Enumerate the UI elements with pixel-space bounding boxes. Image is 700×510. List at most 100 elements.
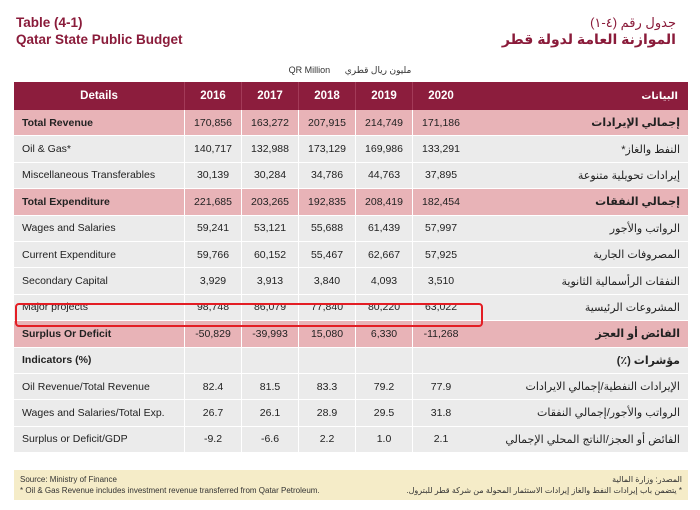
cell-value: 79.2 bbox=[355, 373, 412, 401]
cell-value: 81.5 bbox=[241, 373, 298, 401]
cell-value: 182,454 bbox=[412, 189, 469, 216]
cell-value: 57,997 bbox=[412, 215, 469, 242]
header-details: Details bbox=[14, 82, 184, 110]
cell-value: 4,093 bbox=[355, 268, 412, 295]
note-arabic: * يتضمن باب إيرادات النفط والغاز إيرادات… bbox=[406, 486, 682, 495]
cell-value: 29.5 bbox=[355, 400, 412, 427]
source-english: Source: Ministry of Finance bbox=[20, 475, 117, 484]
footnote-arabic: المصدر: وزارة المالية * يتضمن باب إيرادا… bbox=[406, 474, 682, 496]
header-year-2019: 2019 bbox=[355, 82, 412, 110]
table-header-row: Details 2016 2017 2018 2019 2020 البيانا… bbox=[14, 82, 688, 110]
cell-value: 133,291 bbox=[412, 136, 469, 163]
row-label-arabic: الفائض أو العجز/الناتج المحلي الإجمالي bbox=[469, 426, 688, 454]
row-label-arabic: الرواتب والأجور/إجمالي النفقات bbox=[469, 400, 688, 427]
row-label: Oil Revenue/Total Revenue bbox=[14, 373, 184, 401]
cell-value: 214,749 bbox=[355, 110, 412, 137]
cell-value: 171,186 bbox=[412, 110, 469, 137]
cell-value: 80,220 bbox=[355, 294, 412, 322]
cell-value: 173,129 bbox=[298, 136, 355, 163]
row-label: Total Expenditure bbox=[14, 189, 184, 216]
cell-value: 59,766 bbox=[184, 241, 241, 269]
cell-value: 170,856 bbox=[184, 110, 241, 137]
cell-value: 44,763 bbox=[355, 162, 412, 190]
cell-value: 53,121 bbox=[241, 215, 298, 242]
cell-value: 98,748 bbox=[184, 294, 241, 322]
row-label: Current Expenditure bbox=[14, 241, 184, 269]
table-title-english: Table (4-1) Qatar State Public Budget bbox=[16, 14, 183, 48]
cell-value: 82.4 bbox=[184, 373, 241, 401]
row-label: Wages and Salaries bbox=[14, 215, 184, 242]
cell-value: 163,272 bbox=[241, 110, 298, 137]
row-label-arabic: النفط والغاز* bbox=[469, 136, 688, 163]
table-row: Oil & Gas* 140,717 132,988 173,129 169,9… bbox=[14, 136, 688, 163]
row-label: Major projects bbox=[14, 294, 184, 322]
row-label: Wages and Salaries/Total Exp. bbox=[14, 400, 184, 427]
table-row: Current Expenditure 59,766 60,152 55,467… bbox=[14, 241, 688, 269]
table-section-row: Indicators (%) مؤشرات (٪) bbox=[14, 347, 688, 374]
row-label-arabic: مؤشرات (٪) bbox=[469, 347, 688, 374]
row-label-arabic: إيرادات تحويلية متنوعة bbox=[469, 162, 688, 190]
cell-value: 59,241 bbox=[184, 215, 241, 242]
row-label: Secondary Capital bbox=[14, 268, 184, 295]
cell-value: 28.9 bbox=[298, 400, 355, 427]
cell-value bbox=[184, 347, 241, 374]
cell-value: 2.1 bbox=[412, 426, 469, 454]
cell-value: 221,685 bbox=[184, 189, 241, 216]
cell-value: 30,284 bbox=[241, 162, 298, 190]
table-row: Secondary Capital 3,929 3,913 3,840 4,09… bbox=[14, 268, 688, 295]
header-year-2020: 2020 bbox=[412, 82, 469, 110]
cell-value bbox=[298, 347, 355, 374]
row-label-arabic: الفائض أو العجز bbox=[469, 321, 688, 348]
cell-value: 203,265 bbox=[241, 189, 298, 216]
budget-table: Details 2016 2017 2018 2019 2020 البيانا… bbox=[14, 82, 688, 454]
table-title-arabic-text: الموازنة العامة لدولة قطر bbox=[501, 31, 676, 47]
table-row-major-projects: Major projects 98,748 86,079 77,840 80,2… bbox=[14, 294, 688, 322]
table-row: Surplus or Deficit/GDP -9.2 -6.6 2.2 1.0… bbox=[14, 426, 688, 454]
row-label-arabic: المصروفات الجارية bbox=[469, 241, 688, 269]
unit-english: QR Million bbox=[288, 65, 331, 75]
footnote-english: Source: Ministry of Finance * Oil & Gas … bbox=[20, 474, 320, 496]
row-label: Miscellaneous Transferables bbox=[14, 162, 184, 190]
cell-value: 3,929 bbox=[184, 268, 241, 295]
cell-value: 2.2 bbox=[298, 426, 355, 454]
cell-value: 37,895 bbox=[412, 162, 469, 190]
cell-value: 169,986 bbox=[355, 136, 412, 163]
cell-value: 77.9 bbox=[412, 373, 469, 401]
table-number: Table (4-1) bbox=[16, 15, 83, 30]
table-row: Wages and Salaries/Total Exp. 26.7 26.1 … bbox=[14, 400, 688, 427]
table-row: Total Revenue 170,856 163,272 207,915 21… bbox=[14, 110, 688, 137]
cell-value: 61,439 bbox=[355, 215, 412, 242]
cell-value: 3,510 bbox=[412, 268, 469, 295]
cell-value: 208,419 bbox=[355, 189, 412, 216]
table-row: Oil Revenue/Total Revenue 82.4 81.5 83.3… bbox=[14, 373, 688, 401]
source-arabic: المصدر: وزارة المالية bbox=[612, 475, 682, 484]
row-label: Indicators (%) bbox=[14, 347, 184, 374]
row-label: Oil & Gas* bbox=[14, 136, 184, 163]
table-row: Miscellaneous Transferables 30,139 30,28… bbox=[14, 162, 688, 190]
cell-value: -9.2 bbox=[184, 426, 241, 454]
row-label-arabic: الإيرادات النفطية/إجمالي الايرادات bbox=[469, 373, 688, 401]
row-label-arabic: إجمالي الإيرادات bbox=[469, 110, 688, 137]
row-label-arabic: الرواتب والأجور bbox=[469, 215, 688, 242]
row-label-arabic: النفقات الرأسمالية الثانوية bbox=[469, 268, 688, 295]
cell-value: 31.8 bbox=[412, 400, 469, 427]
table-title-arabic: جدول رقم (٤-١) الموازنة العامة لدولة قطر bbox=[502, 14, 676, 48]
row-label: Surplus or Deficit/GDP bbox=[14, 426, 184, 454]
note-english: * Oil & Gas Revenue includes investment … bbox=[20, 486, 320, 495]
cell-value: 55,688 bbox=[298, 215, 355, 242]
cell-value: 207,915 bbox=[298, 110, 355, 137]
cell-value: 140,717 bbox=[184, 136, 241, 163]
cell-value: 30,139 bbox=[184, 162, 241, 190]
cell-value bbox=[241, 347, 298, 374]
cell-value bbox=[412, 347, 469, 374]
cell-value: 34,786 bbox=[298, 162, 355, 190]
row-label-arabic: إجمالي النفقات bbox=[469, 189, 688, 216]
cell-value: 62,667 bbox=[355, 241, 412, 269]
cell-value: -6.6 bbox=[241, 426, 298, 454]
row-label: Total Revenue bbox=[14, 110, 184, 137]
unit-label: QR Million مليون ريال قطري bbox=[0, 65, 700, 76]
header-year-2018: 2018 bbox=[298, 82, 355, 110]
major-projects-callout-box bbox=[15, 303, 483, 327]
cell-value: 55,467 bbox=[298, 241, 355, 269]
